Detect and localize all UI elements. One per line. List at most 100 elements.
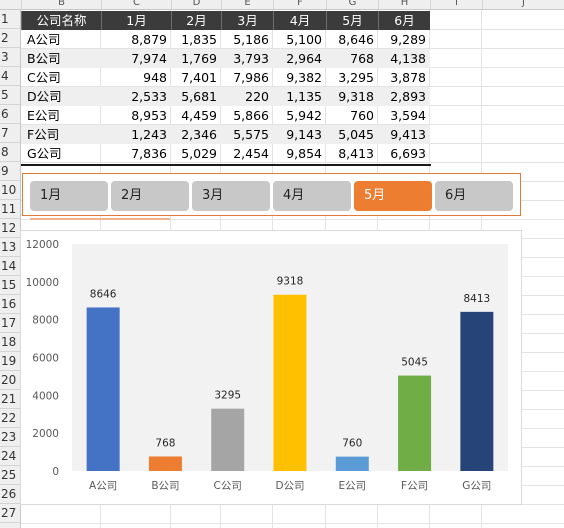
row-header[interactable]: 27 <box>0 504 20 523</box>
bar[interactable] <box>273 294 307 471</box>
row-header[interactable]: 21 <box>0 390 20 409</box>
value-cell[interactable]: 1,135 <box>273 87 326 106</box>
value-cell[interactable]: 948 <box>143 70 167 85</box>
company-name-cell[interactable]: G公司 <box>27 146 62 161</box>
company-name-cell[interactable]: A公司 <box>27 32 61 47</box>
value-cell[interactable]: 5,681 <box>171 87 221 106</box>
value-cell[interactable]: 220 <box>221 87 273 106</box>
company-name-cell[interactable]: D公司 <box>21 87 101 106</box>
column-header[interactable]: F <box>273 0 326 9</box>
value-cell[interactable]: 4,138 <box>378 49 430 68</box>
value-cell[interactable]: 5,045 <box>326 125 378 144</box>
value-cell[interactable]: 7,974 <box>101 49 171 68</box>
column-header[interactable]: E <box>221 0 273 9</box>
value-cell[interactable]: 1,769 <box>171 49 221 68</box>
value-cell[interactable]: 7,836 <box>131 146 167 161</box>
value-cell[interactable]: 760 <box>350 108 374 123</box>
row-header[interactable]: 9 <box>0 162 20 181</box>
value-cell[interactable]: 2,346 <box>171 125 221 144</box>
bar[interactable] <box>148 456 182 471</box>
value-cell[interactable]: 5,866 <box>233 108 269 123</box>
row-header[interactable]: 11 <box>0 200 20 219</box>
row-header[interactable]: 23 <box>0 428 20 447</box>
value-cell[interactable]: 8,953 <box>131 108 167 123</box>
company-name-cell[interactable]: F公司 <box>21 125 101 144</box>
row-header[interactable]: 20 <box>0 371 20 390</box>
row-header[interactable]: 25 <box>0 466 20 485</box>
row-header[interactable]: 24 <box>0 447 20 466</box>
value-cell[interactable]: 6,693 <box>390 146 426 161</box>
value-cell[interactable]: 3,295 <box>338 70 374 85</box>
row-header[interactable]: 6 <box>0 105 20 124</box>
slicer-button[interactable]: 5月 <box>354 181 432 211</box>
column-header[interactable]: J <box>482 0 564 9</box>
value-cell[interactable]: 4,459 <box>181 108 217 123</box>
company-name-cell[interactable]: C公司 <box>27 70 61 85</box>
value-cell[interactable]: 8,413 <box>338 146 374 161</box>
value-cell[interactable]: 5,942 <box>286 108 322 123</box>
value-cell[interactable]: 2,533 <box>101 87 171 106</box>
column-header[interactable]: I <box>430 0 482 9</box>
value-cell[interactable]: 2,964 <box>273 49 326 68</box>
value-cell[interactable]: 7,401 <box>181 70 217 85</box>
value-cell[interactable]: 3,793 <box>221 49 273 68</box>
company-name-cell[interactable]: B公司 <box>21 49 101 68</box>
value-cell[interactable]: 9,854 <box>286 146 322 161</box>
value-cell[interactable]: 3,594 <box>390 108 426 123</box>
row-header[interactable]: 5 <box>0 86 20 105</box>
row-header[interactable]: 14 <box>0 257 20 276</box>
row-header[interactable]: 18 <box>0 333 20 352</box>
bar[interactable] <box>335 456 369 471</box>
slicer-button[interactable]: 4月 <box>273 181 351 211</box>
value-cell[interactable]: 8,879 <box>131 32 167 47</box>
row-header[interactable]: 4 <box>0 67 20 86</box>
column-header[interactable]: D <box>171 0 221 9</box>
value-cell[interactable]: 2,454 <box>233 146 269 161</box>
value-cell[interactable]: 5,100 <box>286 32 322 47</box>
value-cell[interactable]: 9,289 <box>390 32 426 47</box>
slicer-button[interactable]: 1月 <box>30 181 108 211</box>
value-cell[interactable]: 5,029 <box>181 146 217 161</box>
column-header[interactable]: C <box>101 0 171 9</box>
value-cell[interactable]: 9,143 <box>273 125 326 144</box>
value-cell[interactable]: 2,893 <box>378 87 430 106</box>
row-header[interactable]: 2 <box>0 29 20 48</box>
value-cell[interactable]: 9,413 <box>378 125 430 144</box>
company-name-cell[interactable]: E公司 <box>27 108 60 123</box>
row-header[interactable]: 1 <box>0 10 20 29</box>
slicer-button[interactable]: 3月 <box>192 181 270 211</box>
column-header[interactable]: B <box>21 0 101 9</box>
value-cell[interactable]: 7,986 <box>233 70 269 85</box>
value-cell[interactable]: 5,575 <box>221 125 273 144</box>
slicer-button[interactable]: 6月 <box>435 181 513 211</box>
column-header[interactable]: H <box>378 0 430 9</box>
bar[interactable] <box>460 311 494 471</box>
row-header[interactable]: 8 <box>0 143 20 162</box>
bar[interactable] <box>211 408 245 471</box>
row-header[interactable]: 7 <box>0 124 20 143</box>
row-header[interactable]: 26 <box>0 485 20 504</box>
bar[interactable] <box>398 375 432 471</box>
row-header[interactable]: 10 <box>0 181 20 200</box>
row-header[interactable]: 12 <box>0 219 20 238</box>
column-header[interactable]: G <box>326 0 378 9</box>
slicer-button[interactable]: 2月 <box>111 181 189 211</box>
row-header[interactable]: 3 <box>0 48 20 67</box>
value-cell[interactable]: 1,243 <box>101 125 171 144</box>
row-header[interactable]: 17 <box>0 314 20 333</box>
value-cell[interactable]: 8,646 <box>338 32 374 47</box>
row-header[interactable]: 13 <box>0 238 20 257</box>
value-cell[interactable]: 5,186 <box>233 32 269 47</box>
value-cell[interactable]: 9,382 <box>286 70 322 85</box>
bar-chart[interactable]: 0 2000 4000 6000 8000 10000 12000 8646 A公司 768 B公司… <box>20 230 522 505</box>
row-header[interactable]: 15 <box>0 276 20 295</box>
value-cell[interactable]: 768 <box>326 49 378 68</box>
value-cell[interactable]: 9,318 <box>326 87 378 106</box>
value-cell[interactable]: 3,878 <box>390 70 426 85</box>
row-header[interactable]: 16 <box>0 295 20 314</box>
y-tick-label: 12000 <box>26 239 59 251</box>
bar[interactable] <box>86 307 120 471</box>
row-header[interactable]: 19 <box>0 352 20 371</box>
row-header[interactable]: 22 <box>0 409 20 428</box>
value-cell[interactable]: 1,835 <box>181 32 217 47</box>
